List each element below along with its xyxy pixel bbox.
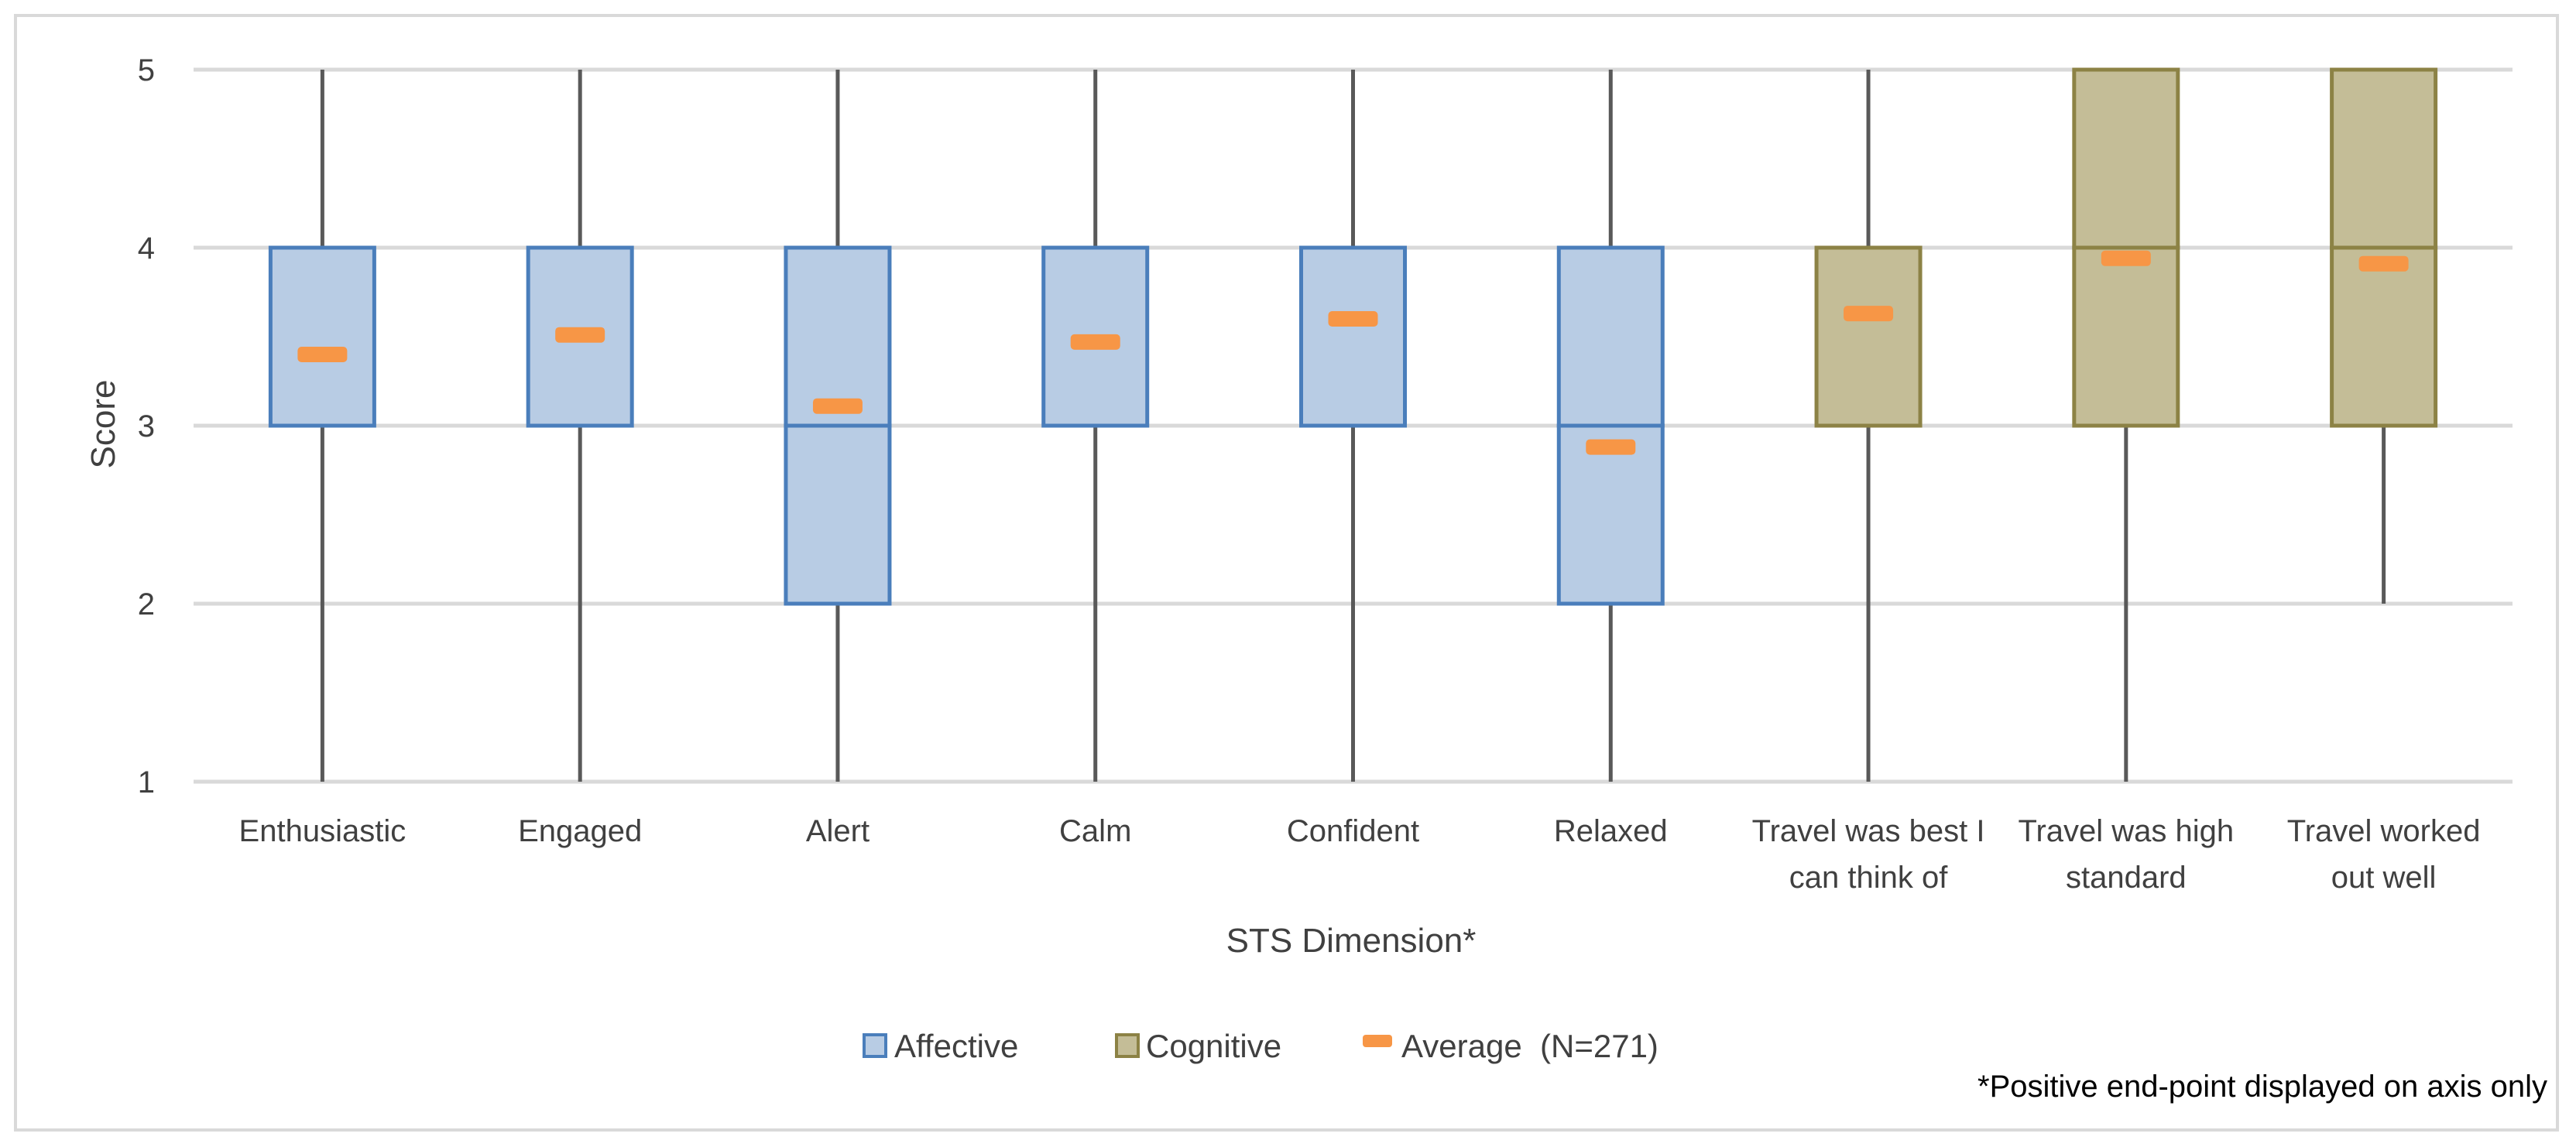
mean-marker: [555, 327, 605, 343]
box-engaged: [526, 70, 634, 782]
y-tick-label-2: 2: [138, 587, 155, 621]
legend-swatch-affective: [863, 1033, 887, 1058]
box-lower-quartile: [1556, 423, 1665, 606]
category-label-enthusiastic: Enthusiastic: [239, 814, 406, 848]
box-lower-quartile: [268, 245, 376, 428]
legend-swatch-average: [1363, 1035, 1392, 1047]
category-label-alert: Alert: [806, 814, 870, 848]
box-travel-was-high-standard: [2072, 67, 2180, 782]
box-travel-worked-out-well: [2330, 67, 2438, 604]
footnote: *Positive end-point displayed on axis on…: [1977, 1070, 2547, 1104]
box-upper-quartile: [2330, 67, 2438, 250]
x-axis-label: STS Dimension*: [1226, 922, 1477, 960]
box-confident: [1299, 70, 1407, 782]
mean-marker: [1070, 334, 1120, 350]
category-label-calm: Calm: [1059, 814, 1131, 848]
category-label-travel-worked-out-well: Travel worked out well: [2287, 814, 2481, 895]
box-lower-quartile: [2330, 245, 2438, 428]
legend-swatch-cognitive: [1115, 1033, 1140, 1058]
box-enthusiastic: [268, 70, 376, 782]
category-label-engaged: Engaged: [518, 814, 642, 848]
category-label-confident: Confident: [1287, 814, 1419, 848]
legend: Affective Cognitive Average (N=271): [863, 1028, 1658, 1064]
mean-marker: [2358, 255, 2409, 272]
box-calm: [1041, 70, 1150, 782]
mean-marker: [2101, 250, 2151, 266]
box-upper-quartile: [1556, 245, 1665, 428]
x-axis-category-labels: Enthusiastic Engaged Alert Calm Confident Rel…: [239, 814, 2481, 895]
mean-marker: [1328, 311, 1378, 327]
box-upper-quartile: [784, 245, 892, 428]
y-tick-label-1: 1: [138, 765, 155, 799]
category-label-travel-was-high-standard: Travel was high standard: [2019, 814, 2235, 895]
mean-marker: [1586, 439, 1636, 455]
box-travel-was-best-i-can-think-of: [1814, 70, 1923, 782]
mean-marker: [1844, 306, 1894, 322]
legend-label-affective: Affective: [894, 1028, 1018, 1064]
legend-label-average: Average (N=271): [1401, 1028, 1658, 1064]
y-tick-label-3: 3: [138, 409, 155, 443]
y-axis-ticks: 1 2 3 4 5: [138, 53, 155, 799]
box-relaxed: [1556, 70, 1665, 782]
mean-marker: [297, 347, 348, 362]
y-tick-label-5: 5: [138, 53, 155, 87]
box-lower-quartile: [784, 423, 892, 606]
box-upper-quartile: [2072, 67, 2180, 250]
box-alert: [784, 70, 892, 782]
box-lower-quartile: [2072, 245, 2180, 428]
category-label-relaxed: Relaxed: [1554, 814, 1668, 848]
box-lower-quartile: [1814, 245, 1923, 428]
legend-label-cognitive: Cognitive: [1146, 1028, 1281, 1064]
box-lower-quartile: [1299, 245, 1407, 428]
chart-frame: [14, 14, 2559, 1132]
plot-area: [268, 67, 2438, 782]
y-tick-label-4: 4: [138, 231, 155, 265]
y-axis-label: Score: [84, 380, 122, 469]
mean-marker: [812, 398, 863, 414]
